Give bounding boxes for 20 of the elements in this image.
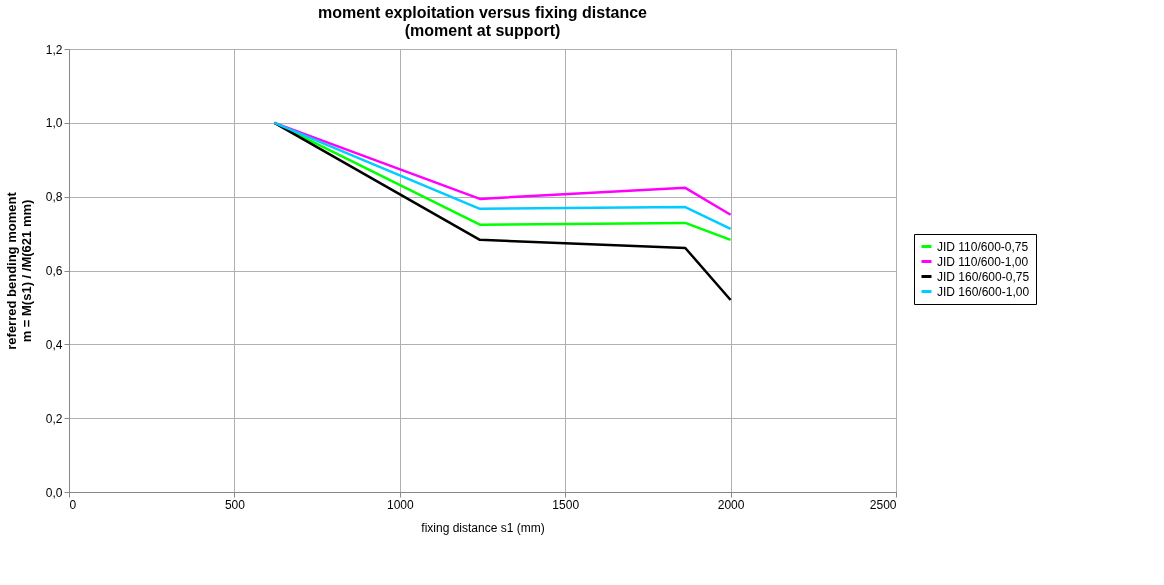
x-tick-label: 1500 (552, 497, 580, 512)
y-tick-label: 0,0 (45, 485, 63, 500)
y-tick-label: 1,0 (45, 116, 63, 131)
y-tick-label: 1,2 (45, 42, 63, 57)
x-tick-label: 500 (224, 497, 246, 512)
x-tick-label: 2000 (717, 497, 745, 512)
x-axis-title: fixing distance s1 (mm) (421, 520, 545, 535)
y-tick-label: 0,6 (45, 264, 63, 278)
legend-label: JID 160/600-1,00 (937, 284, 1030, 299)
legend-label: JID 160/600-0,75 (937, 269, 1030, 284)
chart-title: moment exploitation versus fixing distance (moment at support) (318, 4, 648, 39)
y-tick-label: 0,8 (45, 190, 63, 205)
y-tick-label: 0,2 (45, 411, 63, 426)
legend-label: JID 110/600-0,75 (937, 239, 1029, 254)
x-tick-label: 1000 (386, 497, 414, 512)
y-tick-label: 0,4 (45, 337, 63, 352)
x-tick-label: 0 (69, 497, 77, 512)
legend-label: JID 110/600-1,00 (937, 254, 1029, 269)
x-tick-label: 2500 (869, 497, 897, 512)
y-axis-title: referred bending moment m = M(s1) / /M(621 mm) (3, 191, 34, 350)
